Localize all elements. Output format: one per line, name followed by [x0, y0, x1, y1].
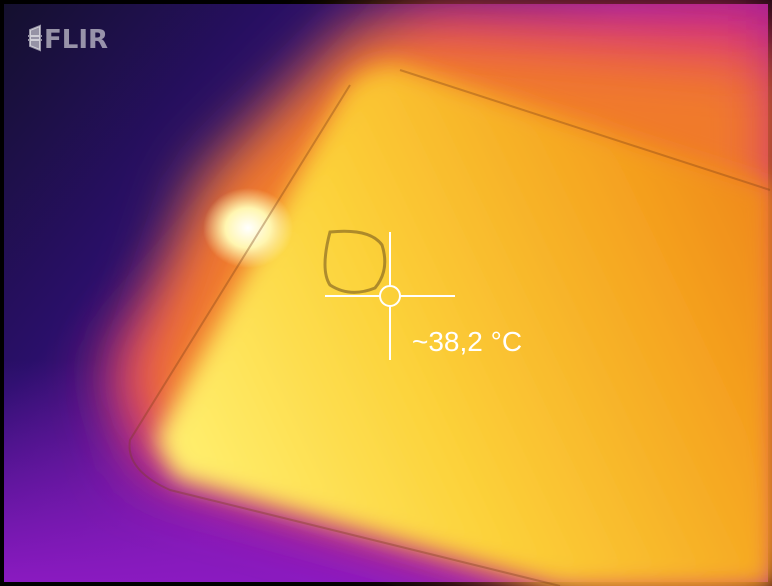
- crosshair: [325, 232, 455, 360]
- logo: FLIR: [44, 25, 108, 55]
- camera-outline: [323, 229, 387, 294]
- phone-body: [155, 65, 772, 586]
- logo-group: FLIR: [28, 24, 108, 55]
- temperature-reading: ~38,2 °C: [412, 326, 522, 357]
- phone-edge: [128, 69, 771, 586]
- logo-icon: [28, 24, 42, 52]
- hot-spot: [203, 188, 293, 268]
- crosshair-circle: [379, 285, 401, 307]
